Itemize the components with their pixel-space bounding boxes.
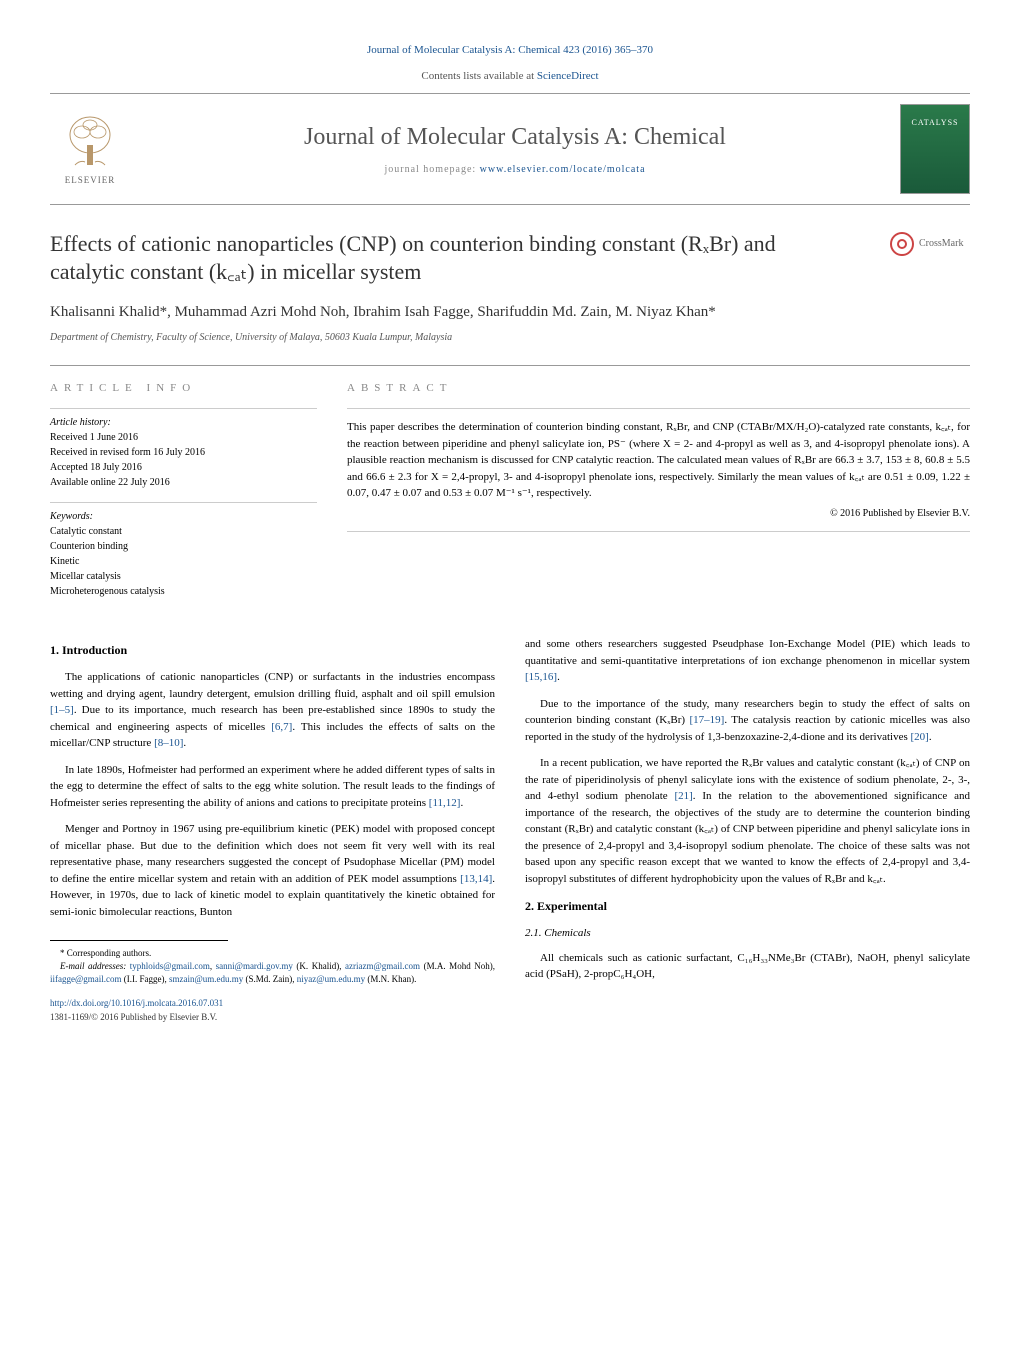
abstract: ABSTRACT This paper describes the determ… [347, 381, 970, 611]
main-content: 1. Introduction The applications of cati… [50, 636, 970, 1024]
intro-para-1: The applications of cationic nanoparticl… [50, 669, 495, 752]
ref-link[interactable]: [1–5] [50, 704, 74, 716]
article-history: Article history: Received 1 June 2016 Re… [50, 408, 317, 490]
ref-link[interactable]: [11,12] [429, 797, 461, 809]
keyword: Microheterogenous catalysis [50, 584, 317, 599]
citation-bar: Journal of Molecular Catalysis A: Chemic… [50, 40, 970, 58]
email-link[interactable]: smzain@um.edu.my [169, 974, 243, 984]
homepage-link[interactable]: www.elsevier.com/locate/molcata [480, 164, 646, 175]
ref-link[interactable]: [17–19] [689, 714, 724, 726]
ref-link[interactable]: [13,14] [460, 873, 492, 885]
abstract-copyright: © 2016 Published by Elsevier B.V. [347, 506, 970, 521]
left-column: 1. Introduction The applications of cati… [50, 636, 495, 1024]
sciencedirect-link[interactable]: ScienceDirect [537, 70, 599, 82]
article-title: Effects of cationic nanoparticles (CNP) … [50, 230, 832, 287]
affiliation: Department of Chemistry, Faculty of Scie… [50, 331, 970, 345]
crossmark-badge[interactable]: CrossMark [890, 232, 970, 256]
doi-link[interactable]: http://dx.doi.org/10.1016/j.molcata.2016… [50, 997, 495, 1011]
col2-para-1: and some others researchers suggested Ps… [525, 636, 970, 686]
crossmark-label: CrossMark [919, 237, 963, 251]
keywords-title: Keywords: [50, 509, 317, 524]
keyword: Counterion binding [50, 539, 317, 554]
contents-text: Contents lists available at [421, 70, 536, 82]
col2-para-2: Due to the importance of the study, many… [525, 696, 970, 746]
footnote-separator [50, 940, 228, 941]
journal-title: Journal of Molecular Catalysis A: Chemic… [130, 121, 900, 155]
journal-header: ELSEVIER Journal of Molecular Catalysis … [50, 93, 970, 205]
homepage-label: journal homepage: [384, 164, 479, 175]
ref-link[interactable]: [8–10] [154, 737, 183, 749]
right-column: and some others researchers suggested Ps… [525, 636, 970, 1024]
email-link[interactable]: typhloids@gmail.com [130, 961, 210, 971]
col2-para-3: In a recent publication, we have reporte… [525, 755, 970, 887]
elsevier-logo: ELSEVIER [50, 104, 130, 194]
corresponding-label: * Corresponding authors. [50, 947, 495, 960]
email-link[interactable]: azriazm@gmail.com [345, 961, 420, 971]
authors: Khalisanni Khalid*, Muhammad Azri Mohd N… [50, 302, 970, 323]
history-line: Available online 22 July 2016 [50, 475, 317, 490]
intro-heading: 1. Introduction [50, 641, 495, 659]
ref-link[interactable]: [6,7] [271, 721, 292, 733]
info-abstract-row: ARTICLE INFO Article history: Received 1… [50, 365, 970, 611]
ref-link[interactable]: [20] [911, 731, 929, 743]
keyword: Kinetic [50, 554, 317, 569]
journal-cover-text: CATALYSS [911, 117, 958, 128]
chemicals-para: All chemicals such as cationic surfactan… [525, 950, 970, 983]
email-link[interactable]: iifagge@gmail.com [50, 974, 122, 984]
abstract-body: This paper describes the determination o… [347, 421, 970, 499]
abstract-header: ABSTRACT [347, 381, 970, 396]
experimental-heading: 2. Experimental [525, 897, 970, 915]
ref-link[interactable]: [21] [674, 790, 692, 802]
email-footnote: E-mail addresses: typhloids@gmail.com, s… [50, 960, 495, 985]
history-line: Received 1 June 2016 [50, 430, 317, 445]
keyword: Catalytic constant [50, 524, 317, 539]
chemicals-heading: 2.1. Chemicals [525, 925, 970, 942]
citation-link[interactable]: Journal of Molecular Catalysis A: Chemic… [367, 44, 653, 56]
history-line: Received in revised form 16 July 2016 [50, 445, 317, 460]
journal-center: Journal of Molecular Catalysis A: Chemic… [130, 121, 900, 177]
keyword: Micellar catalysis [50, 569, 317, 584]
history-title: Article history: [50, 415, 317, 430]
article-info: ARTICLE INFO Article history: Received 1… [50, 381, 317, 611]
email-link[interactable]: niyaz@um.edu.my [297, 974, 365, 984]
journal-homepage: journal homepage: www.elsevier.com/locat… [130, 163, 900, 177]
email-label: E-mail addresses: [60, 961, 130, 971]
history-line: Accepted 18 July 2016 [50, 460, 317, 475]
elsevier-text: ELSEVIER [65, 174, 116, 187]
ref-link[interactable]: [15,16] [525, 671, 557, 683]
crossmark-icon [890, 232, 914, 256]
article-info-header: ARTICLE INFO [50, 381, 317, 396]
journal-cover: CATALYSS [900, 104, 970, 194]
abstract-text: This paper describes the determination o… [347, 408, 970, 532]
keywords-block: Keywords: Catalytic constant Counterion … [50, 502, 317, 599]
email-link[interactable]: sanni@mardi.gov.my [216, 961, 293, 971]
issn-copyright: 1381-1169/© 2016 Published by Elsevier B… [50, 1011, 495, 1025]
intro-para-3: Menger and Portnoy in 1967 using pre-equ… [50, 821, 495, 920]
contents-bar: Contents lists available at ScienceDirec… [50, 66, 970, 84]
intro-para-2: In late 1890s, Hofmeister had performed … [50, 762, 495, 812]
elsevier-tree-icon [60, 110, 120, 170]
